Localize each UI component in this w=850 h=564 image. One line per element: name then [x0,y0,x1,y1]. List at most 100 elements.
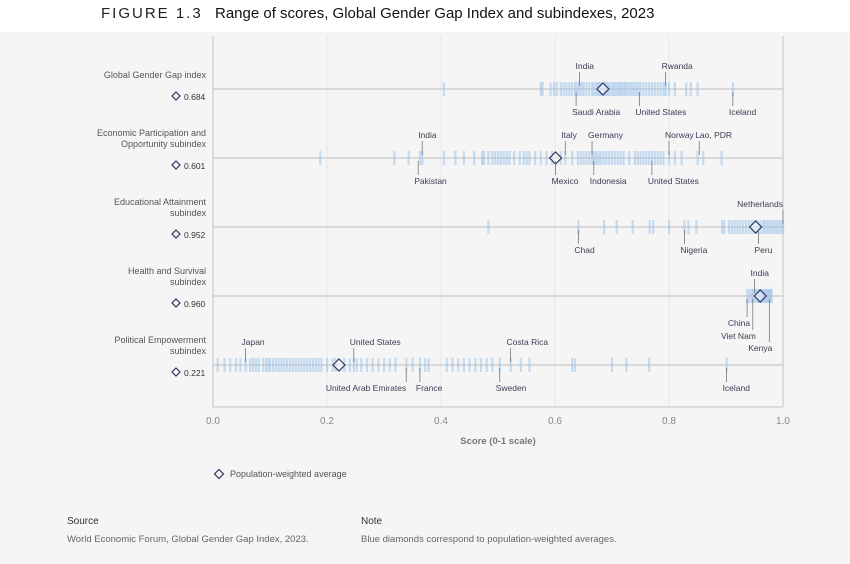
country-label: Germany [588,130,624,140]
row-label: subindex [170,208,207,218]
data-tick [280,358,283,372]
data-tick [494,151,497,165]
data-tick [731,82,735,96]
data-tick [411,358,414,372]
country-label: United Arab Emirates [326,383,406,393]
country-label: Kenya [748,343,772,353]
source-heading: Source [67,516,99,527]
data-tick [756,220,759,234]
data-tick [662,82,665,96]
average-legend-diamond [171,229,181,239]
data-tick [564,151,567,165]
data-tick [625,358,628,372]
data-tick [721,220,724,234]
x-tick-label: 0.8 [662,416,676,427]
data-tick [775,220,778,234]
data-tick [509,358,512,372]
data-tick [608,151,611,165]
data-tick [288,358,292,372]
country-label: Sweden [496,383,527,393]
data-tick [668,82,671,96]
data-tick [229,358,232,372]
data-tick [497,151,500,165]
data-tick [405,358,408,372]
row-average-value: 0.684 [184,92,206,102]
data-tick [696,151,699,165]
data-tick [319,151,322,165]
data-tick [772,220,776,234]
data-tick [599,151,602,165]
data-tick [659,82,662,96]
data-tick [445,358,448,372]
country-label: Italy [561,130,577,140]
data-tick [611,82,614,96]
data-tick [512,151,516,165]
data-tick [306,358,309,372]
average-diamond [596,82,610,96]
data-tick [602,82,605,96]
data-tick [251,358,255,372]
data-tick [639,151,642,165]
data-tick [763,289,766,303]
data-tick [612,82,615,96]
data-tick [615,220,618,234]
data-tick [286,358,289,372]
data-tick [604,82,607,96]
data-tick [756,289,760,303]
data-tick [485,358,488,372]
data-tick [487,151,490,165]
data-tick [267,358,270,372]
data-tick [779,220,782,234]
legend-label: Population-weighted average [230,469,347,479]
country-label: Pakistan [414,176,447,186]
data-tick [624,82,627,96]
header: FIGURE 1.3 Range of scores, Global Gende… [0,0,850,32]
data-tick [725,358,728,372]
data-tick [650,151,654,165]
data-tick [753,220,756,234]
data-tick [244,358,247,372]
country-label: Rwanda [662,61,693,71]
data-tick [545,151,548,165]
data-tick [393,151,396,165]
x-axis-title: Score (0-1 scale) [460,436,536,447]
figure-number: FIGURE 1.3 [101,5,203,22]
data-tick [562,82,565,96]
source-text: World Economic Forum, Global Gender Gap … [67,534,309,545]
data-tick [592,82,595,96]
data-tick [216,358,219,372]
data-tick [383,358,386,372]
data-tick [355,358,358,372]
country-label: Peru [754,245,772,255]
data-tick [377,358,380,372]
data-tick [271,358,275,372]
country-label: India [418,130,437,140]
data-tick [762,289,765,303]
data-tick [283,358,286,372]
data-tick [695,220,698,234]
data-tick [739,220,742,234]
data-tick [360,358,363,372]
data-tick [766,220,769,234]
data-tick [427,358,430,372]
data-tick [482,151,485,165]
data-tick [750,289,753,303]
data-tick [611,151,614,165]
data-tick [568,82,571,96]
data-tick [549,82,552,96]
country-label: China [728,318,750,328]
data-tick [748,289,751,303]
data-tick [595,151,598,165]
data-tick [407,151,410,165]
data-tick [348,358,351,372]
data-tick [326,358,329,372]
data-tick [254,358,257,372]
data-tick [673,151,676,165]
data-tick [576,151,579,165]
data-tick [297,358,300,372]
data-tick [664,82,667,96]
data-tick [761,289,764,303]
data-tick [249,358,252,372]
data-tick [648,151,651,165]
data-tick [262,358,265,372]
